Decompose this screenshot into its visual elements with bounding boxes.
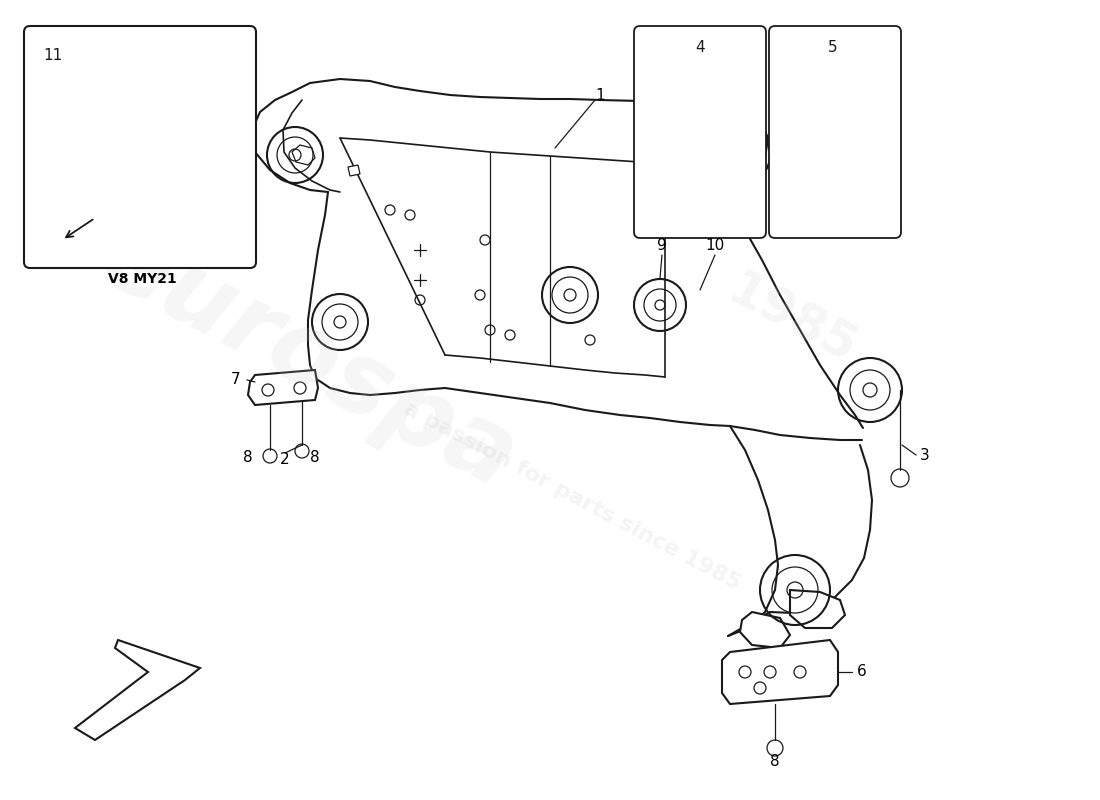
Text: 3: 3 [920, 447, 929, 462]
Text: V8 MY21: V8 MY21 [108, 272, 176, 286]
Polygon shape [348, 165, 360, 176]
Text: 8: 8 [310, 450, 320, 466]
Text: 9: 9 [657, 238, 667, 253]
Polygon shape [292, 145, 315, 165]
Text: 6: 6 [857, 665, 867, 679]
Text: 1985: 1985 [719, 266, 865, 374]
Polygon shape [75, 640, 200, 740]
Polygon shape [248, 370, 318, 405]
FancyBboxPatch shape [634, 26, 766, 238]
Text: 5: 5 [828, 41, 838, 55]
Polygon shape [722, 640, 838, 704]
Text: a passion for parts since 1985: a passion for parts since 1985 [400, 398, 744, 594]
FancyBboxPatch shape [24, 26, 256, 268]
Polygon shape [740, 612, 790, 648]
FancyBboxPatch shape [769, 26, 901, 238]
Text: 8: 8 [770, 754, 780, 770]
Text: 10: 10 [705, 238, 725, 253]
Polygon shape [790, 590, 845, 628]
Text: 1: 1 [595, 87, 605, 102]
Circle shape [140, 160, 150, 170]
Text: 11: 11 [43, 47, 63, 62]
Text: eurospa: eurospa [84, 210, 532, 510]
Text: 2: 2 [280, 453, 289, 467]
Text: 4: 4 [695, 41, 705, 55]
Text: 7: 7 [231, 373, 241, 387]
Text: 8: 8 [243, 450, 253, 466]
